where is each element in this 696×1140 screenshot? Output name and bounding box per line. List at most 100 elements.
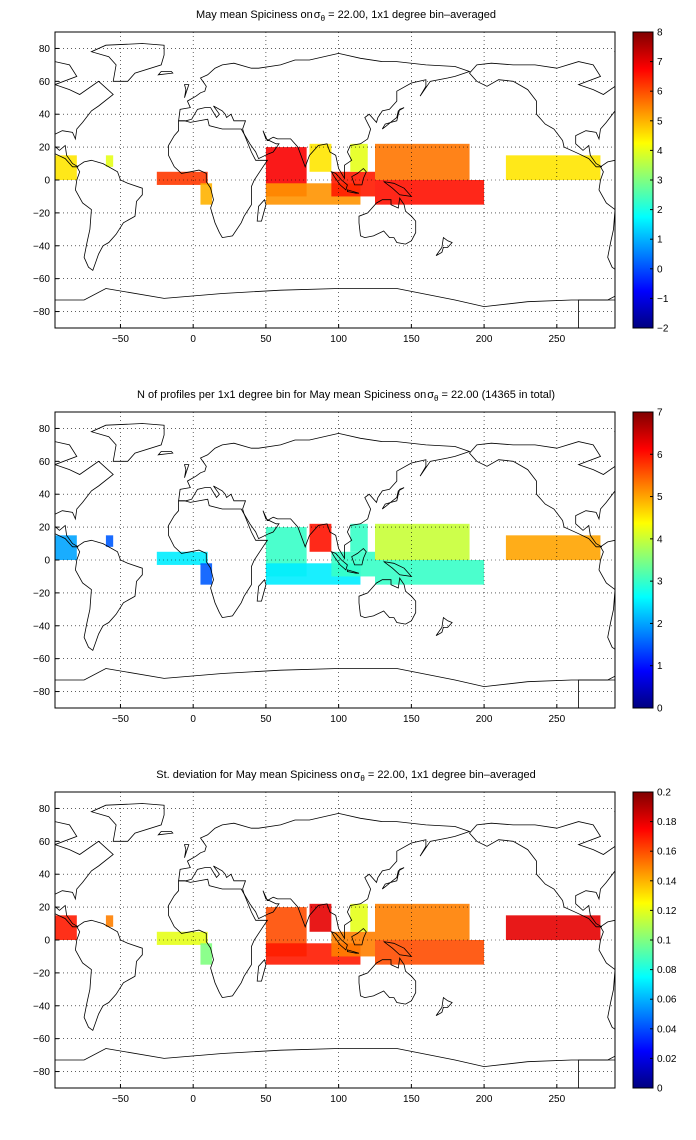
coastline-11	[256, 958, 267, 982]
colorbar-tick-label: 0	[657, 1084, 663, 1095]
y-tick-label: −40	[33, 1001, 50, 1012]
coastline-14	[157, 71, 174, 76]
coastline-7	[347, 949, 360, 954]
panel-std-deviation: St. deviation for May mean Spiciness onσ…	[33, 769, 696, 1105]
panel-2-title: N of profiles per 1x1 degree bin for May…	[137, 389, 555, 403]
coastline-8	[351, 547, 367, 566]
colorbar-tick-label: 0.2	[657, 788, 671, 799]
colorbar-tick-label: 6	[657, 450, 663, 461]
data-region-bay-of-bengal	[309, 143, 332, 172]
coastline-3	[692, 499, 696, 617]
x-tick-label: 0	[190, 1094, 196, 1105]
colorbar-tick-label: 7	[657, 57, 663, 68]
x-tick-label: −50	[112, 714, 129, 725]
coastline-1	[74, 919, 143, 1032]
data-region-gulf-of-guinea	[156, 931, 208, 945]
panel-2-y-ticks: −80 −60 −40 −20 0 20 40 60 80	[33, 424, 59, 698]
colorbar-tick-label: −1	[657, 294, 669, 305]
coastline-5	[358, 957, 417, 1005]
y-tick-label: 20	[39, 523, 51, 534]
y-tick-label: 60	[39, 457, 51, 468]
data-region-western-pacific-south	[375, 940, 485, 965]
coastline-2	[90, 43, 165, 82]
colorbar-tick-label: 0.16	[657, 847, 677, 858]
panel-3-x-ticks: −50 0 50 100 150 200 250	[112, 1084, 566, 1105]
coastline-0	[55, 821, 114, 928]
coastline-13	[55, 288, 615, 328]
coastline-0	[468, 441, 615, 548]
coastline-3	[168, 878, 269, 999]
x-tick-label: −50	[112, 334, 129, 345]
data-region-angola-coast	[200, 183, 213, 205]
panel-profile-count: N of profiles per 1x1 degree bin for May…	[33, 389, 696, 725]
coastline-2	[90, 803, 165, 842]
panel-1-heat-layer	[55, 143, 601, 205]
panel-2-grid	[55, 412, 615, 708]
coastline-12	[183, 464, 190, 478]
panel-2-coastlines	[55, 423, 696, 708]
coastline-6	[330, 171, 348, 191]
data-region-western-pacific-south	[375, 560, 485, 585]
colorbar-tick-label: 6	[657, 87, 663, 98]
coastline-14	[682, 832, 696, 835]
coastline-14	[157, 451, 174, 456]
colorbar-tick-label: 0.1	[657, 936, 671, 947]
data-region-western-pacific-north	[375, 523, 470, 560]
coastline-13	[578, 295, 615, 328]
x-tick-label: −50	[112, 1094, 129, 1105]
coastline-15	[435, 996, 453, 1016]
data-region-eastern-pacific	[505, 535, 601, 560]
y-tick-label: 80	[39, 44, 51, 55]
y-tick-label: −20	[33, 968, 50, 979]
x-tick-label: 100	[330, 714, 347, 725]
data-region-caribbean-patch	[105, 155, 114, 167]
y-tick-label: −80	[33, 307, 50, 318]
panel-3-grid	[55, 792, 615, 1088]
coastline-7	[347, 189, 360, 194]
data-region-angola-coast	[200, 563, 213, 585]
x-tick-label: 200	[476, 334, 493, 345]
panel-3-title: St. deviation for May mean Spiciness onσ…	[156, 769, 535, 783]
panel-2-colorbar: 0 1 2 3 4 5 6 7	[632, 408, 663, 715]
coastline-3	[692, 119, 696, 237]
y-tick-label: 80	[39, 424, 51, 435]
y-tick-label: 20	[39, 143, 51, 154]
coastline-4	[178, 432, 471, 560]
y-tick-label: 60	[39, 77, 51, 88]
y-tick-label: 0	[44, 936, 50, 947]
coastline-4	[178, 812, 471, 940]
colorbar-tick-label: 7	[657, 408, 663, 419]
data-region-western-pacific-north	[375, 143, 470, 180]
x-tick-label: 200	[476, 1094, 493, 1105]
y-tick-label: 0	[44, 556, 50, 567]
panel-2-heat-layer	[55, 523, 601, 585]
coastline-10	[381, 867, 405, 890]
y-tick-label: −20	[33, 588, 50, 599]
coastline-14	[157, 831, 174, 836]
x-tick-label: 250	[548, 714, 565, 725]
colorbar-tick-label: 2	[657, 205, 663, 216]
data-region-south-china-sea	[350, 523, 368, 552]
panel-spiciness: May mean Spiciness onσθ = 22.00, 1x1 deg…	[33, 9, 696, 345]
data-region-south-china-sea	[350, 903, 368, 932]
panel-3-colorbar: 0 0.02 0.04 0.06 0.08 0.1 0.12 0.14 0.16 0.18 0.2	[632, 788, 677, 1095]
colorbar-tick-label: 0.12	[657, 906, 677, 917]
coastline-4	[178, 52, 471, 180]
colorbar-tick-label: 1	[657, 661, 663, 672]
data-region-eastern-pacific	[505, 155, 601, 180]
colorbar-gradient	[632, 411, 654, 709]
x-tick-label: 150	[403, 334, 420, 345]
y-tick-label: 80	[39, 804, 51, 815]
data-region-gulf-of-guinea	[156, 551, 208, 565]
coastline-13	[55, 1048, 615, 1088]
colorbar-tick-label: 3	[657, 577, 663, 588]
colorbar-tick-label: 0	[657, 264, 663, 275]
coastline-0	[55, 441, 114, 548]
y-tick-label: 60	[39, 837, 51, 848]
coastline-6	[330, 551, 348, 571]
coastline-15	[435, 616, 453, 636]
panel-1-grid	[55, 32, 615, 328]
x-tick-label: 250	[548, 334, 565, 345]
coastline-13	[578, 675, 615, 708]
